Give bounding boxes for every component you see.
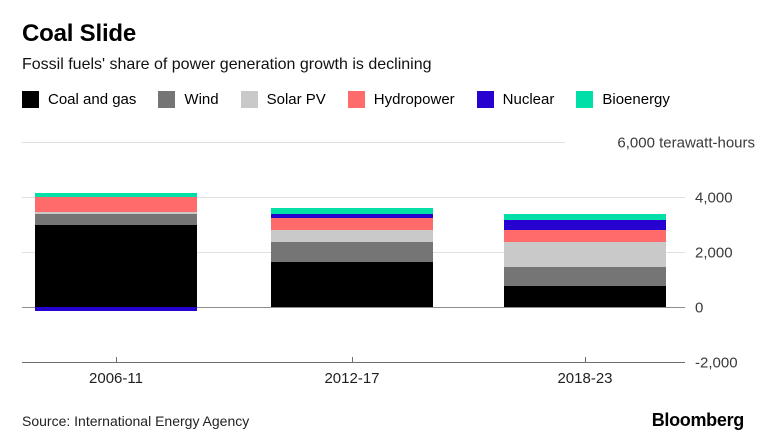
legend-swatch: [347, 91, 365, 108]
bar-segment: [504, 213, 666, 221]
legend-item: Coal and gas: [22, 91, 136, 108]
legend-item: Nuclear: [476, 91, 555, 108]
y-gridline: [22, 307, 685, 308]
y-axis-label: 6,000 terawatt-hours: [617, 134, 755, 151]
y-gridline: [22, 142, 565, 143]
x-axis-tick: [116, 357, 117, 362]
bar-segment: [35, 307, 197, 312]
y-axis-label: 4,000: [695, 189, 733, 206]
y-axis-label: -2,000: [695, 354, 738, 371]
x-axis-label: 2012-17: [324, 370, 380, 387]
bar-segment: [271, 208, 433, 215]
bar-segment: [35, 212, 197, 214]
legend-label: Nuclear: [502, 91, 555, 108]
bar-segment: [504, 286, 666, 307]
legend-swatch: [158, 91, 176, 108]
bar-segment: [271, 230, 433, 243]
bar-segment: [271, 217, 433, 230]
y-axis-label: 0: [695, 299, 704, 316]
bar-segment: [35, 192, 197, 197]
legend-swatch: [22, 91, 39, 108]
legend-label: Coal and gas: [48, 91, 137, 108]
legend-swatch: [240, 91, 258, 108]
legend-item: Solar PV: [240, 91, 326, 108]
legend-swatch: [476, 91, 494, 108]
source-note: Source: International Energy Agency: [22, 413, 250, 429]
bar-segment: [504, 242, 666, 268]
y-axis-label: 2,000: [695, 244, 733, 261]
chart-title: Coal Slide: [22, 20, 137, 47]
chart-subtitle: Fossil fuels' share of power generation …: [22, 56, 432, 73]
legend-item: Wind: [158, 91, 219, 108]
bar-segment: [504, 267, 666, 287]
legend-label: Solar PV: [266, 91, 326, 108]
legend-label: Hydropower: [373, 91, 455, 108]
x-axis-label: 2018-23: [557, 370, 613, 387]
bar-segment: [504, 230, 666, 243]
x-axis-tick: [585, 357, 586, 362]
legend-label: Bioenergy: [602, 91, 670, 108]
chart-legend: Coal and gas Wind Solar PV Hydropower Nuclea…: [22, 91, 750, 108]
bar-segment: [35, 213, 197, 225]
bar-segment: [35, 224, 197, 307]
legend-item: Bioenergy: [576, 91, 670, 108]
bar-segment: [271, 214, 433, 218]
bar-segment: [504, 220, 666, 230]
y-gridline: [22, 362, 685, 363]
bloomberg-logo: Bloomberg: [651, 410, 745, 430]
y-gridline: [22, 197, 685, 198]
legend-label: Wind: [184, 91, 219, 108]
bar-segment: [35, 197, 197, 213]
x-axis-label: 2006-11: [89, 370, 143, 387]
bar-segment: [271, 261, 433, 307]
legend-swatch: [576, 91, 594, 108]
legend-item: Hydropower: [347, 91, 455, 108]
x-axis-tick: [352, 357, 353, 362]
bar-segment: [271, 242, 433, 262]
